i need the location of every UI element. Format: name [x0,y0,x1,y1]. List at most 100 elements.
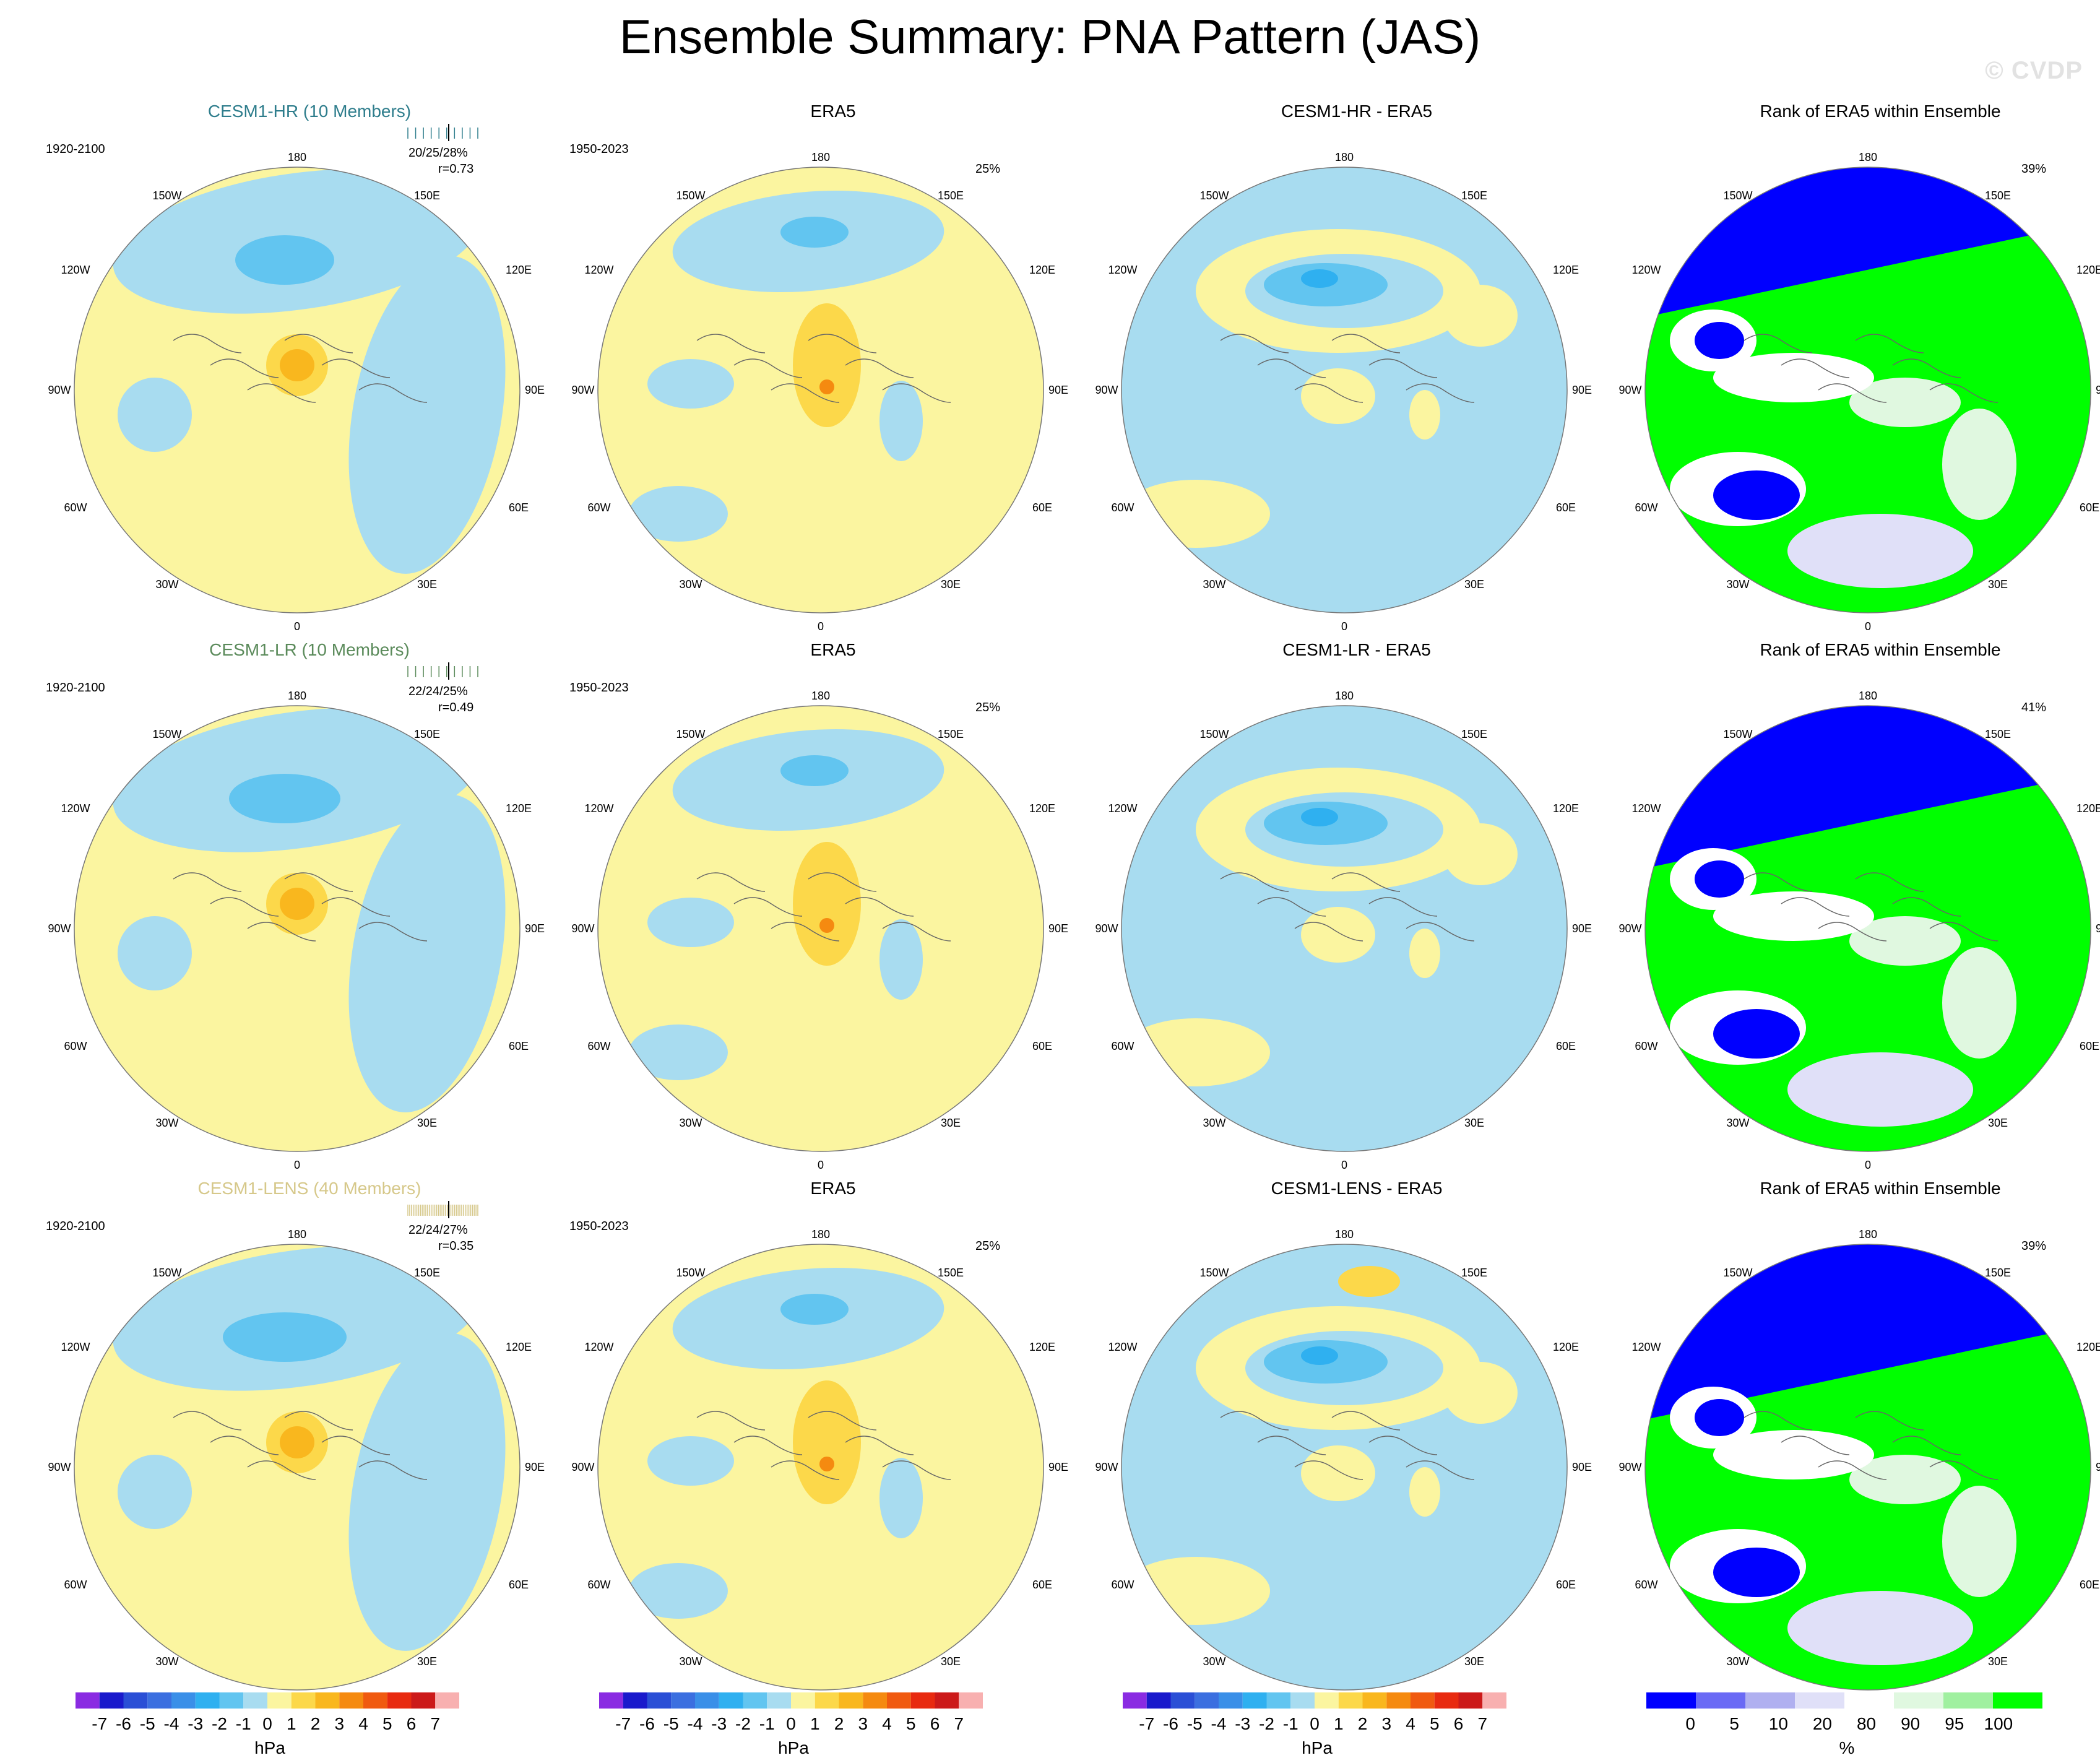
model-stats: 22/24/25% [408,685,468,698]
colorbar-unit: hPa [254,1738,285,1757]
longitude-label: 90E [1048,922,1068,935]
longitude-label: 150W [1723,189,1752,202]
longitude-label: 150E [414,728,440,740]
longitude-label: 90W [1618,384,1641,396]
longitude-label: 120W [584,802,613,815]
longitude-label: 150W [1199,189,1229,202]
longitude-label: 60W [587,1579,610,1591]
longitude-label: 120E [2076,1341,2100,1353]
colorbar-swatch [1411,1692,1435,1709]
longitude-label: 150W [676,728,705,740]
colorbar-swatch [435,1692,459,1709]
colorbar-swatch [99,1692,124,1709]
longitude-label: 150E [938,1267,964,1279]
colorbar-tick-label: 6 [1454,1714,1464,1733]
longitude-label: 180 [1859,151,1877,163]
colorbar-swatch [623,1692,647,1709]
longitude-label: 150W [152,728,181,740]
colorbar-tick-label: -7 [92,1714,107,1733]
longitude-label: 30W [155,1117,178,1129]
colorbar-tick-label: 3 [334,1714,344,1733]
longitude-label: 180 [811,1228,830,1241]
longitude-label: 90W [571,1461,594,1473]
colorbar-swatch [1386,1692,1411,1709]
model-map: 180 0 90E 90W 150E 150W 120E 120W 60E 60W 30E 30W [48,690,545,1171]
longitude-label: 150E [1985,189,2011,202]
colorbar-swatch [243,1692,267,1709]
longitude-label: 120W [1108,802,1137,815]
model-panel-title: CESM1-LENS (40 Members) [197,1179,421,1198]
colorbar-swatch [910,1692,935,1709]
longitude-label: 30W [155,1655,178,1668]
longitude-label: 60W [1111,1040,1134,1052]
colorbar-tick-label: 6 [407,1714,417,1733]
longitude-label: 60E [2080,501,2099,514]
ensemble-rug-plot [407,124,478,141]
colorbar-tick-label: 7 [1477,1714,1487,1733]
colorbar-tick-label: 5 [1430,1714,1440,1733]
colorbar-unit: hPa [778,1738,809,1757]
longitude-label: 120W [584,1341,613,1353]
colorbar-tick-label: 1 [287,1714,296,1733]
colorbar-swatch [1315,1692,1339,1709]
colorbar-swatch [291,1692,316,1709]
obs-panel-title: ERA5 [810,102,856,121]
colorbar-swatch [219,1692,244,1709]
longitude-label: 30W [1726,1655,1749,1668]
colorbar-swatch [1894,1692,1943,1709]
longitude-label: 30W [1203,1117,1225,1129]
longitude-label: 90W [1618,1461,1641,1473]
longitude-label: 90E [525,384,545,396]
longitude-label: 60E [2080,1579,2099,1591]
longitude-label: 120E [1553,1341,1579,1353]
longitude-label: 120W [1631,264,1661,276]
longitude-label: 30E [417,1655,437,1668]
longitude-label: 60W [1635,501,1657,514]
longitude-label: 90E [1048,1461,1068,1473]
colorbar-tick-label: -5 [663,1714,679,1733]
longitude-label: 60E [509,1040,529,1052]
diff-panel-title: CESM1-HR - ERA5 [1281,102,1433,121]
longitude-label: 0 [1865,1159,1871,1171]
longitude-label: 30E [1988,1655,2008,1668]
model-panel-title: CESM1-LR (10 Members) [209,640,410,659]
longitude-label: 180 [1335,1228,1354,1241]
model-correlation: r=0.35 [438,1239,474,1253]
longitude-label: 90E [1572,384,1592,396]
rank-panel-title: Rank of ERA5 within Ensemble [1760,640,2001,659]
colorbar-tick-label: 2 [834,1714,844,1733]
colorbar-swatch [1146,1692,1171,1709]
colorbar-swatch [959,1692,983,1709]
colorbar-swatch [1219,1692,1243,1709]
rank-panel-title: Rank of ERA5 within Ensemble [1760,102,2001,121]
colorbar-tick-label: -4 [164,1714,179,1733]
longitude-label: 120E [1029,1341,1055,1353]
colorbar-tick-label: -1 [1283,1714,1298,1733]
longitude-label: 150E [414,1267,440,1279]
colorbar-swatch [1266,1692,1291,1709]
longitude-label: 0 [294,1159,300,1171]
longitude-label: 30E [1464,1655,1484,1668]
colorbar-tick-label: -2 [735,1714,751,1733]
longitude-label: 120E [2076,802,2100,815]
longitude-label: 120W [1631,1341,1661,1353]
longitude-label: 180 [1859,690,1877,702]
colorbar-tick-label: 5 [906,1714,916,1733]
colorbar-swatch [1646,1692,1696,1709]
longitude-label: 90E [1048,384,1068,396]
colorbar-tick-label: 90 [1901,1714,1920,1733]
longitude-label: 0 [1341,620,1347,633]
longitude-label: 60W [1111,1579,1134,1591]
colorbar-tick-label: 95 [1945,1714,1964,1733]
colorbar-tick-label: -2 [212,1714,227,1733]
diff-panel-title: CESM1-LENS - ERA5 [1271,1179,1443,1198]
longitude-label: 150E [414,189,440,202]
model-correlation: r=0.49 [438,701,474,714]
model-correlation: r=0.73 [438,162,474,176]
colorbar-tick-label: 80 [1857,1714,1876,1733]
